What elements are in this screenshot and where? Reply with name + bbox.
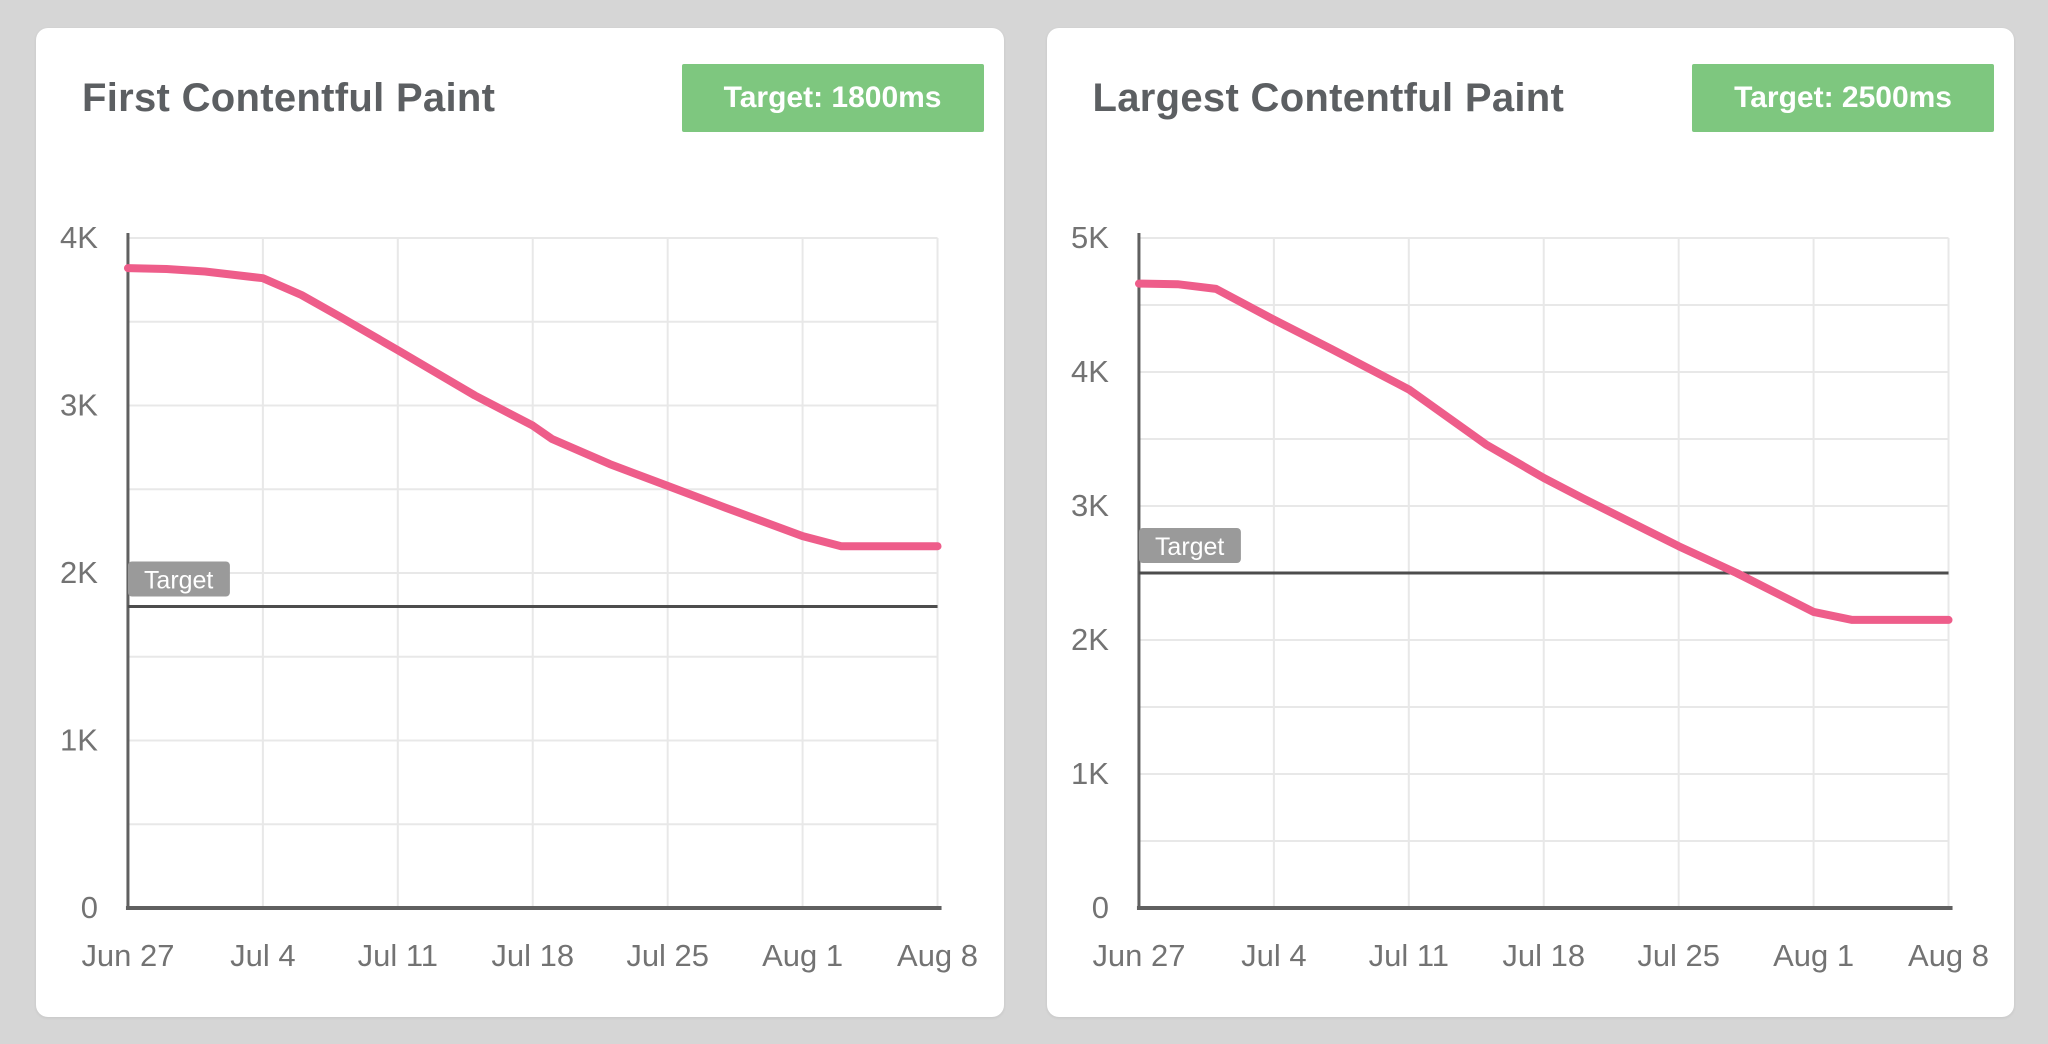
target-chip-label: Target: [144, 566, 213, 594]
y-tick-label: 2K: [60, 555, 98, 590]
target-chip-label: Target: [1154, 533, 1223, 561]
target-chip: [127, 561, 230, 597]
metric-line-series: [123, 264, 942, 551]
chart-svg: Target 0 1K 2K 3K 4K Jun 27 Jul 4 Jul 11 Jul 18 Ju…: [60, 220, 978, 973]
y-tick-label: 4K: [1071, 354, 1109, 389]
y-tick-label: 2K: [1071, 622, 1109, 657]
x-tick-label: Aug 8: [1908, 938, 1989, 973]
x-tick-label: Jul 4: [1241, 938, 1306, 973]
gridlines: [1137, 237, 1950, 908]
card-largest-contentful-paint: Largest Contentful Paint Target: 2500ms …: [1046, 28, 2015, 1017]
gridlines: [126, 237, 939, 908]
y-tick-label: 0: [81, 890, 98, 925]
fcp-card-title: First Contentful Paint: [82, 76, 496, 120]
lcp-line-chart: Target 0 1K 2K 3K 4K 5K Jun 27 Jul 4 Jul 11 Jul 18…: [1047, 28, 2015, 1017]
lcp-card-header: Largest Contentful Paint Target: 2500ms: [1047, 28, 2015, 132]
x-tick-label: Jun 27: [1092, 938, 1185, 973]
y-tick-label: 3K: [1071, 488, 1109, 523]
y-tick-label: 3K: [60, 387, 98, 422]
card-first-contentful-paint: First Contentful Paint Target: 1800ms Ta…: [36, 28, 1004, 1017]
x-tick-label: Jul 11: [1368, 938, 1448, 973]
chart-svg: Target 0 1K 2K 3K 4K 5K Jun 27 Jul 4 Jul 11 Jul 18…: [1071, 220, 1989, 973]
x-tick-label: Jul 25: [626, 938, 709, 973]
y-tick-label: 4K: [60, 220, 98, 255]
x-tick-label: Aug 8: [897, 938, 978, 973]
y-tick-label: 1K: [60, 722, 98, 757]
x-tick-label: Jun 27: [81, 938, 174, 973]
x-tick-label: Jul 11: [358, 938, 438, 973]
fcp-target-badge: Target: 1800ms: [681, 64, 984, 132]
x-tick-label: Aug 1: [762, 938, 843, 973]
x-tick-label: Jul 18: [1502, 938, 1585, 973]
fcp-line-chart: Target 0 1K 2K 3K 4K Jun 27 Jul 4 Jul 11 Jul 18 Ju…: [36, 28, 1004, 1017]
x-tick-label: Jul 4: [230, 938, 295, 973]
x-tick-label: Aug 1: [1773, 938, 1854, 973]
x-tick-label: Jul 18: [491, 938, 574, 973]
y-tick-label: 0: [1091, 890, 1108, 925]
target-chip: [1138, 528, 1241, 563]
y-tick-label: 5K: [1071, 220, 1109, 255]
metric-line-series: [1134, 279, 1953, 624]
x-tick-label: Jul 25: [1637, 938, 1720, 973]
lcp-target-badge: Target: 2500ms: [1692, 64, 1994, 132]
fcp-card-header: First Contentful Paint Target: 1800ms: [36, 28, 1004, 132]
lcp-card-title: Largest Contentful Paint: [1092, 76, 1565, 120]
y-tick-label: 1K: [1071, 756, 1109, 791]
